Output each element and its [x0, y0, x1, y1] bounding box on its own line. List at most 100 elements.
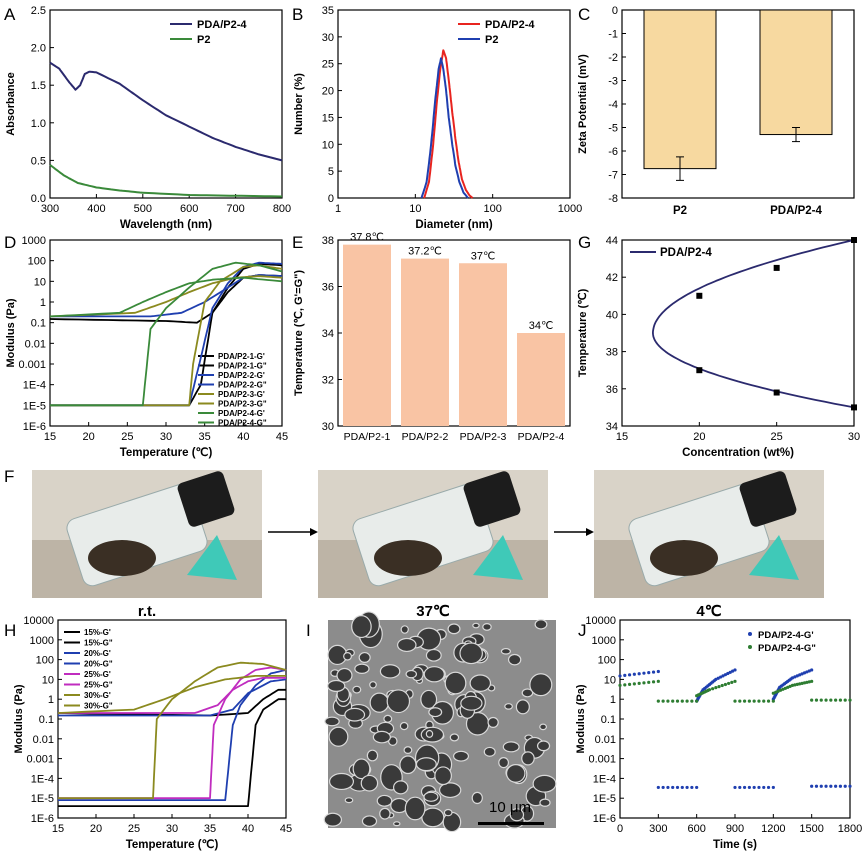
bar [401, 258, 449, 426]
photo-caption-37c: 37℃ [416, 603, 450, 620]
photo-caption-rt: r.t. [138, 603, 156, 620]
sem-pore [534, 619, 548, 630]
data-point [834, 698, 838, 702]
y-tick-label: 1E-6 [23, 421, 46, 433]
sem-pore [324, 716, 340, 727]
y-tick-label: 10 [34, 276, 46, 288]
sem-pore [369, 681, 377, 689]
data-point [752, 699, 756, 703]
x-tick-label: 30 [848, 431, 860, 443]
data-point [742, 699, 747, 703]
x-tick-label: 25 [128, 823, 140, 835]
sem-pore [386, 689, 411, 714]
legend-label: PDA/P2-4-G" [758, 643, 816, 654]
data-point [731, 669, 735, 673]
x-tick-label: 20 [693, 431, 705, 443]
data-point [807, 680, 811, 684]
y-tick-label: -6 [608, 146, 618, 158]
x-tick-label: 1000 [558, 203, 582, 215]
vial-cap [463, 471, 521, 527]
data-point [851, 237, 857, 243]
sem-pore [379, 664, 401, 679]
x-axis-title: Temperature (℃) [126, 838, 219, 851]
data-point [771, 691, 775, 695]
sem-pore [393, 821, 401, 827]
x-tick-label: 15 [44, 431, 56, 443]
sem-pore [483, 746, 496, 757]
sem-pore [423, 791, 439, 802]
data-point [771, 785, 775, 790]
y-tick-label: 2.5 [31, 5, 46, 17]
x-tick-label: 15 [616, 431, 628, 443]
data-point [637, 681, 641, 685]
sem-pore [343, 652, 352, 661]
x-tick-label: 300 [41, 203, 59, 215]
sem-pore [447, 623, 461, 635]
photo-4c [594, 470, 824, 598]
sem-pore [487, 716, 499, 728]
x-tick-label: 45 [276, 431, 288, 443]
sem-pore [425, 648, 442, 662]
legend-label: 15%-G' [84, 628, 111, 637]
y-tick-label: 34 [606, 421, 618, 433]
data-point [773, 389, 780, 396]
sem-pore [405, 669, 418, 679]
y-axis-title: Temperature (℃, G'=G") [293, 270, 305, 396]
panel-letter: I [306, 621, 311, 640]
data-point [719, 675, 723, 679]
x-tick-label: 0 [617, 823, 623, 835]
y-tick-label: 1E-4 [593, 773, 616, 785]
data-point [728, 670, 732, 674]
series-line-1 [420, 57, 469, 199]
legend-label: PDA/P2-1-G' [218, 352, 265, 361]
y-tick-label: 36 [606, 384, 618, 396]
y-axis-title: Modulus (Pa) [13, 684, 25, 753]
sem-pore [344, 707, 366, 722]
series-line-3 [50, 274, 283, 318]
y-tick-label: -3 [608, 76, 618, 88]
y-axis-title: Absorbance [5, 72, 17, 136]
data-point [819, 784, 823, 788]
sem-pore [460, 695, 483, 711]
data-point [807, 669, 811, 673]
data-point [810, 784, 814, 788]
y-tick-label: 1E-5 [31, 793, 54, 805]
binder-clip [187, 535, 237, 580]
data-point [680, 699, 684, 703]
sem-pore [400, 625, 409, 634]
panel-letter: B [292, 5, 303, 24]
series-line-6 [50, 261, 283, 407]
sem-pore [498, 757, 510, 769]
data-point [623, 683, 627, 687]
sem-pore [360, 774, 379, 792]
y-axis-title: Modulus (Pa) [575, 684, 587, 753]
y-tick-label: 42 [606, 272, 618, 284]
sem-pore [379, 807, 391, 820]
y-tick-label: 36 [322, 282, 334, 294]
y-tick-label: 1E-6 [593, 813, 616, 825]
sem-pore [376, 794, 393, 807]
data-point [843, 784, 847, 788]
x-tick-label: 900 [726, 823, 744, 835]
data-label: 37.2℃ [408, 246, 442, 258]
sem-pore [444, 671, 467, 695]
x-tick-label: 40 [237, 431, 249, 443]
x-tick-label: 30 [160, 431, 172, 443]
sem-pore [366, 749, 379, 762]
data-point [637, 672, 641, 676]
y-tick-label: 38 [606, 347, 618, 359]
legend-label: PDA/P2-2-G' [218, 371, 265, 380]
panel-letter: G [578, 233, 591, 252]
sem-pore [482, 623, 492, 631]
x-axis-title: Diameter (nm) [415, 219, 492, 231]
legend-label: 20%-G" [84, 660, 113, 669]
y-tick-label: 0.01 [33, 734, 54, 746]
series-line-0 [423, 49, 474, 199]
y-tick-label: 0.001 [588, 754, 616, 766]
y-tick-label: 5 [328, 166, 334, 178]
x-axis-title: Temperature (℃) [120, 446, 213, 459]
y-tick-label: 35 [322, 5, 334, 17]
x-tick-label: 35 [199, 431, 211, 443]
data-point [733, 785, 737, 790]
sem-pore [327, 679, 346, 693]
